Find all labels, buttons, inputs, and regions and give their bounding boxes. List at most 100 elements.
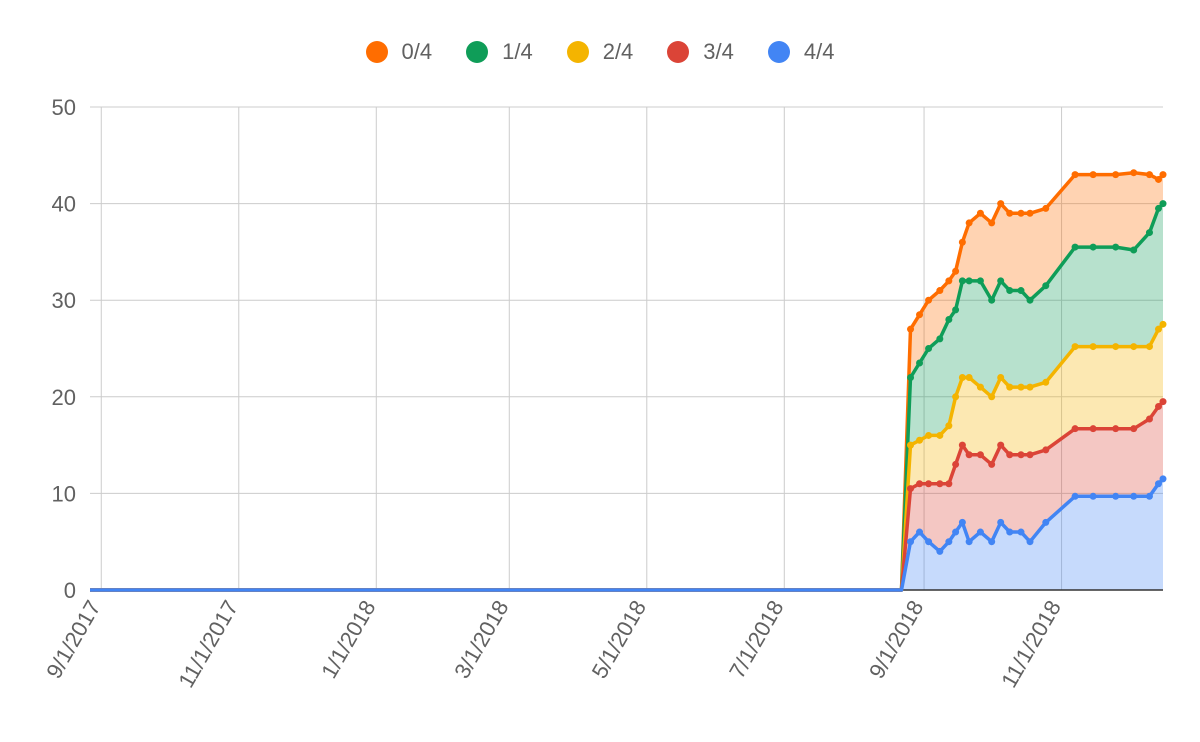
legend-marker: [365, 41, 388, 63]
data-point: [1071, 343, 1079, 351]
x-tick-label: 11/1/2018: [996, 596, 1066, 692]
legend-label: 2/4: [602, 39, 634, 64]
legend-label: 3/4: [703, 39, 734, 64]
data-point: [1089, 171, 1097, 179]
data-point: [1006, 209, 1014, 217]
data-point: [1089, 425, 1097, 433]
y-tick-label: 30: [52, 288, 76, 313]
legend-marker: [466, 41, 489, 63]
data-point: [1006, 451, 1014, 459]
data-point: [1112, 243, 1120, 251]
data-point: [976, 209, 984, 217]
data-point: [1006, 383, 1014, 391]
data-point: [1042, 204, 1050, 212]
data-point: [1145, 229, 1153, 237]
data-point: [907, 485, 915, 493]
y-tick-label: 40: [52, 192, 76, 217]
data-point: [916, 359, 924, 367]
data-point: [916, 480, 924, 488]
data-point: [1026, 209, 1034, 217]
data-point: [1089, 243, 1097, 251]
chart-legend: 0/4 1/4 2/4 3/4 4/4: [0, 34, 1200, 70]
data-point: [1026, 538, 1034, 546]
data-point: [988, 393, 996, 401]
data-point: [1089, 492, 1097, 500]
data-point: [1071, 171, 1079, 179]
data-point: [952, 393, 960, 401]
x-tick-label: 1/1/2018: [316, 596, 380, 683]
data-point: [1154, 204, 1162, 212]
data-point: [1042, 282, 1050, 290]
data-point: [945, 277, 953, 285]
data-point: [916, 528, 924, 536]
data-point: [1017, 287, 1025, 295]
data-point: [988, 538, 996, 546]
data-point: [925, 480, 933, 488]
data-point: [1017, 451, 1025, 459]
data-point: [958, 238, 966, 246]
legend-item: 2/4: [566, 39, 634, 65]
area-1-of-4: [90, 203, 1163, 590]
x-tick-label: 11/1/2017: [173, 596, 243, 692]
data-point: [1130, 246, 1138, 254]
data-point: [1017, 209, 1025, 217]
data-point: [1145, 171, 1153, 179]
data-point: [965, 538, 973, 546]
data-point: [952, 306, 960, 314]
data-point: [958, 441, 966, 449]
data-point: [945, 538, 953, 546]
legend-item: 3/4: [667, 39, 734, 65]
data-point: [1112, 425, 1120, 433]
data-point: [925, 296, 933, 304]
data-point: [1130, 425, 1138, 433]
series-lines: [90, 169, 1167, 592]
data-point: [1006, 287, 1014, 295]
data-point: [1026, 296, 1034, 304]
x-tick-label: 5/1/2018: [587, 596, 651, 683]
data-point: [1017, 383, 1025, 391]
y-tick-label: 0: [64, 578, 76, 603]
data-point: [907, 441, 915, 449]
data-point: [1159, 320, 1167, 328]
x-tick-label: 3/1/2018: [449, 596, 513, 683]
data-point: [1071, 243, 1079, 251]
data-point: [1112, 343, 1120, 351]
data-point: [965, 277, 973, 285]
data-point: [1154, 480, 1162, 488]
data-point: [965, 219, 973, 227]
x-tick-label: 9/1/2018: [864, 596, 928, 683]
data-point: [988, 296, 996, 304]
data-point: [936, 547, 944, 555]
data-point: [916, 436, 924, 444]
data-point: [976, 528, 984, 536]
data-point: [1006, 528, 1014, 536]
legend-label: 0/4: [401, 39, 433, 64]
data-point: [988, 460, 996, 468]
data-point: [976, 451, 984, 459]
data-point: [988, 219, 996, 227]
data-point: [965, 373, 973, 381]
area-0-of-4: [90, 172, 1163, 590]
data-point: [907, 373, 915, 381]
data-point: [1154, 402, 1162, 410]
data-point: [916, 311, 924, 319]
data-point: [997, 277, 1005, 285]
data-point: [1145, 343, 1153, 351]
data-point: [1112, 171, 1120, 179]
data-point: [952, 528, 960, 536]
data-point: [1145, 415, 1153, 423]
areas: [90, 172, 1163, 590]
data-point: [976, 383, 984, 391]
y-tick-label: 20: [52, 385, 76, 410]
area-3-of-4: [90, 401, 1163, 590]
x-tick-label: 9/1/2017: [41, 596, 105, 683]
data-point: [958, 277, 966, 285]
legend-label: 4/4: [803, 39, 835, 64]
data-point: [1042, 446, 1050, 454]
data-point: [958, 518, 966, 526]
data-point: [1159, 475, 1167, 483]
data-point: [952, 267, 960, 275]
data-point: [997, 441, 1005, 449]
data-point: [1154, 325, 1162, 333]
